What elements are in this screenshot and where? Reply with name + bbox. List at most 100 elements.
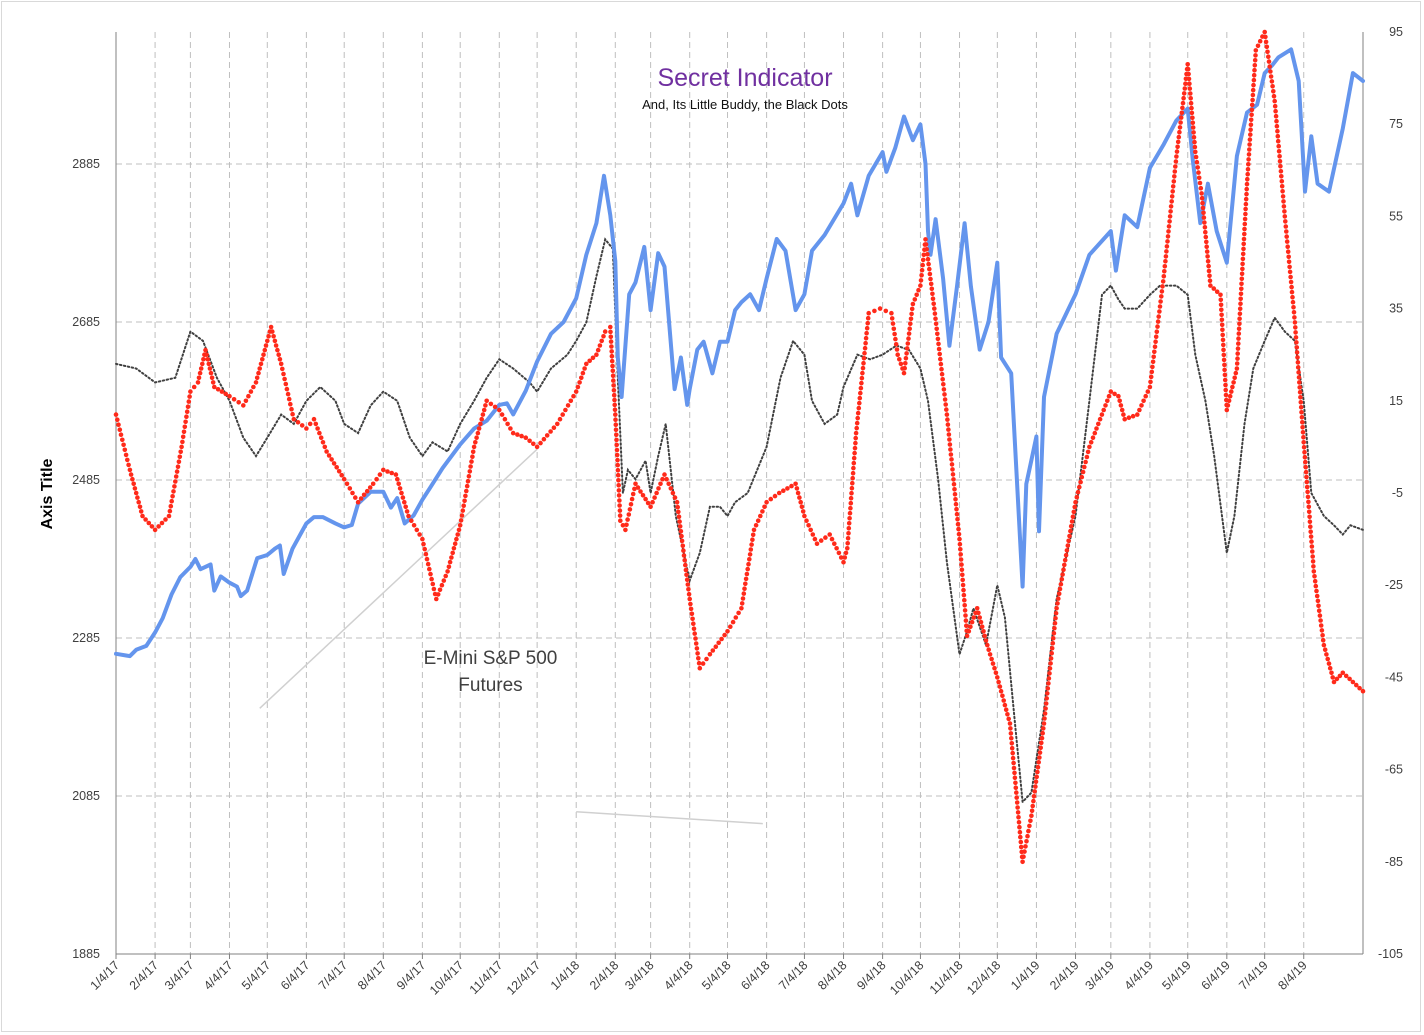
secret-indicator-dot <box>1121 412 1126 417</box>
secret-indicator-dot <box>1222 372 1228 378</box>
chart-title: Secret Indicator <box>657 64 832 92</box>
secret-indicator-dot <box>827 532 832 537</box>
secret-indicator-dot <box>968 624 973 629</box>
secret-indicator-dot <box>177 454 183 460</box>
secret-indicator-dot <box>466 474 472 479</box>
secret-indicator-dot <box>1282 214 1288 219</box>
secret-indicator-dot <box>146 520 152 526</box>
secret-indicator-dot <box>1297 380 1302 385</box>
secret-indicator-dot <box>1137 407 1142 413</box>
secret-indicator-dot <box>614 442 619 448</box>
secret-indicator-dot <box>1233 370 1239 376</box>
secret-indicator-dot <box>450 550 456 556</box>
secret-indicator-dot <box>1148 374 1154 380</box>
secret-indicator-dot <box>743 581 748 587</box>
secret-indicator-dot <box>997 684 1003 689</box>
secret-indicator-dot <box>1174 149 1180 154</box>
secret-indicator-dot <box>744 571 750 577</box>
secret-indicator-dot <box>262 347 268 353</box>
secret-indicator-dot <box>741 591 747 596</box>
secret-indicator-dot <box>966 629 972 634</box>
secret-indicator-dot <box>478 421 483 427</box>
secret-indicator-dot <box>914 292 919 298</box>
secret-indicator-dot <box>613 417 618 423</box>
secret-indicator-dot <box>595 347 601 353</box>
secret-indicator-dot <box>1029 813 1034 818</box>
secret-indicator-dot <box>1231 380 1236 385</box>
secret-indicator-dot <box>1284 239 1290 244</box>
y-right-tick-label: 15 <box>1389 394 1403 408</box>
secret-indicator-dot <box>961 587 966 593</box>
secret-indicator-dot <box>1188 96 1193 101</box>
secret-indicator-dot <box>1225 403 1231 408</box>
secret-indicator-dot <box>794 486 800 491</box>
secret-indicator-dot <box>1181 95 1186 101</box>
secret-indicator-dot <box>928 276 933 282</box>
secret-indicator-dot <box>1047 666 1053 671</box>
secret-indicator-dot <box>166 513 172 519</box>
secret-indicator-dot <box>1139 403 1144 408</box>
x-tick-label: 7/4/18 <box>776 958 811 993</box>
secret-indicator-dot <box>1088 440 1094 445</box>
secret-indicator-dot <box>560 412 565 417</box>
secret-indicator-dot <box>182 424 188 430</box>
secret-indicator-dot <box>1242 216 1248 222</box>
secret-indicator-dot <box>1012 770 1017 776</box>
secret-indicator-dot <box>206 361 212 367</box>
secret-indicator-dot <box>960 572 965 578</box>
secret-indicator-dot <box>1309 539 1314 544</box>
secret-indicator-dot <box>563 407 568 413</box>
secret-indicator-dot <box>1239 281 1244 287</box>
secret-indicator-dot <box>1018 834 1023 840</box>
secret-indicator-dot <box>1251 72 1257 78</box>
secret-indicator-dot <box>1009 745 1015 751</box>
secret-indicator-dot <box>1200 205 1206 211</box>
secret-indicator-dot <box>1334 676 1340 682</box>
secret-indicator-dot <box>1289 284 1294 290</box>
secret-indicator-dot <box>428 571 433 577</box>
secret-indicator-dot <box>1068 524 1074 529</box>
secret-indicator-dot <box>1232 375 1237 381</box>
secret-indicator-dot <box>864 330 869 336</box>
secret-indicator-dot <box>1277 159 1283 164</box>
secret-indicator-dot <box>808 527 813 533</box>
secret-indicator-dot <box>1152 344 1158 350</box>
secret-indicator-dot <box>289 406 294 412</box>
secret-indicator-dot <box>1239 286 1244 292</box>
secret-indicator-dot <box>219 389 225 394</box>
secret-indicator-dot <box>691 626 697 631</box>
secret-indicator-dot <box>406 513 411 519</box>
secret-indicator-dot <box>848 505 853 511</box>
secret-indicator-dot <box>686 591 692 597</box>
secret-indicator-dot <box>1035 764 1041 770</box>
secret-indicator-dot <box>1220 337 1226 343</box>
secret-indicator-dot <box>1302 454 1308 460</box>
secret-indicator-dot <box>664 476 669 482</box>
secret-indicator-dot <box>998 688 1004 694</box>
secret-indicator-dot <box>612 407 618 413</box>
secret-indicator-dot <box>1240 251 1246 257</box>
secret-indicator-dot <box>1112 391 1117 397</box>
secret-indicator-dot <box>1064 548 1070 553</box>
secret-indicator-dot <box>270 329 275 334</box>
secret-indicator-dot <box>929 286 935 292</box>
secret-indicator-dot <box>1016 815 1021 820</box>
secret-indicator-dot <box>402 499 407 505</box>
x-tick-label: 3/4/18 <box>622 958 657 993</box>
secret-indicator-dot <box>278 361 284 367</box>
secret-indicator-dot <box>739 601 745 606</box>
secret-indicator-dot <box>838 555 844 560</box>
secret-indicator-dot <box>1304 484 1310 490</box>
secret-indicator-dot <box>196 375 202 381</box>
secret-indicator-dot <box>1186 71 1191 77</box>
secret-indicator-dot <box>954 506 959 512</box>
secret-indicator-dot <box>1094 426 1099 431</box>
secret-indicator-dot <box>689 611 695 617</box>
secret-indicator-dot <box>1293 330 1298 335</box>
secret-indicator-dot <box>1239 271 1245 277</box>
x-tick-label: 1/4/18 <box>548 958 583 993</box>
secret-indicator-dot <box>937 351 942 357</box>
secret-indicator-dot <box>660 476 665 482</box>
secret-indicator-dot <box>1194 159 1200 165</box>
secret-indicator-dot <box>1185 62 1190 67</box>
